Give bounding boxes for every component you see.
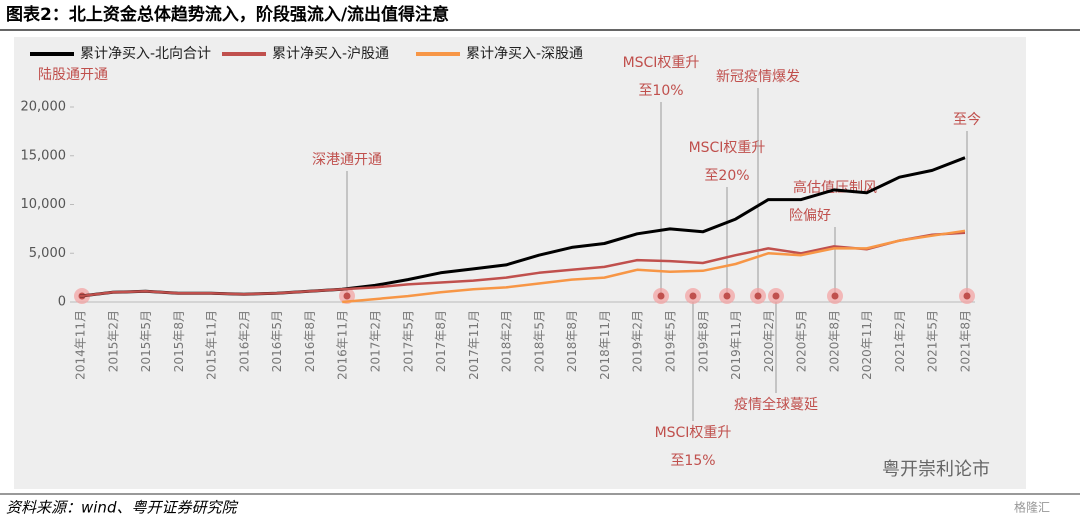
event-dot (831, 292, 839, 300)
series-line (79, 231, 966, 298)
annotation: MSCI权重升 (623, 55, 700, 71)
x-tick-label: 2021年8月 (959, 310, 973, 372)
x-tick-label: 2017年11月 (467, 310, 481, 380)
annotation: 至15% (670, 453, 715, 469)
y-tick-label: 10,000 (21, 197, 67, 212)
event-dot (723, 292, 731, 300)
event-dot (689, 292, 697, 300)
annotation: 疫情全球蔓延 (734, 396, 818, 413)
x-tick-label: 2015年11月 (205, 310, 219, 380)
annotation: 陆股通开通 (38, 67, 108, 83)
chart-title: 图表2：北上资金总体趋势流入，阶段强流入/流出值得注意 (6, 4, 449, 25)
annotation: 新冠疫情爆发 (716, 69, 800, 85)
plot-background (14, 37, 1026, 489)
x-tick-label: 2017年5月 (401, 310, 415, 372)
x-tick-label: 2019年5月 (664, 310, 678, 372)
annotation: MSCI权重升 (689, 140, 766, 156)
event-dot (772, 292, 780, 300)
event-dot (754, 292, 762, 300)
x-tick-label: 2015年8月 (172, 310, 186, 372)
event-dot (343, 292, 351, 300)
watermark: 粤开崇利论市 (882, 459, 990, 480)
legend-label: 累计净买入-沪股通 (272, 46, 389, 62)
x-tick-label: 2016年5月 (270, 310, 284, 372)
annotation: 至10% (638, 83, 683, 99)
x-tick-label: 2017年2月 (369, 310, 383, 372)
event-dot (963, 292, 971, 300)
x-tick-label: 2016年11月 (336, 310, 350, 380)
y-tick-label: 5,000 (29, 246, 66, 261)
x-tick-label: 2021年5月 (926, 310, 940, 372)
annotation: MSCI权重升 (655, 425, 732, 441)
x-tick-label: 2017年8月 (434, 310, 448, 372)
legend-label: 累计净买入-北向合计 (80, 46, 211, 62)
y-tick-label: 15,000 (21, 148, 67, 163)
annotation: 险偏好 (789, 208, 831, 224)
x-tick-label: 2020年2月 (762, 310, 776, 372)
x-tick-label: 2019年8月 (696, 310, 710, 372)
x-tick-label: 2018年5月 (532, 310, 546, 372)
x-tick-label: 2020年5月 (795, 310, 809, 372)
annotation: 深港通开通 (312, 152, 382, 168)
x-tick-label: 2019年11月 (729, 310, 743, 380)
x-tick-label: 2020年11月 (860, 310, 874, 380)
x-tick-label: 2016年2月 (237, 310, 251, 372)
x-tick-label: 2021年2月 (893, 310, 907, 372)
annotation: 至20% (704, 168, 749, 184)
x-tick-label: 2016年8月 (303, 310, 317, 372)
event-dot (657, 292, 665, 300)
y-tick-label: 20,000 (21, 100, 67, 115)
x-tick-label: 2018年2月 (500, 310, 514, 372)
x-tick-label: 2020年8月 (827, 310, 841, 372)
x-tick-label: 2019年2月 (631, 310, 645, 372)
x-tick-label: 2018年8月 (565, 310, 579, 372)
corner-logo: 格隆汇 (1014, 500, 1050, 515)
x-tick-label: 2015年5月 (139, 310, 153, 372)
series-line (342, 229, 966, 304)
annotation: 至今 (953, 112, 981, 128)
y-tick-label: 0 (58, 295, 66, 310)
legend-label: 累计净买入-深股通 (466, 46, 583, 62)
x-tick-label: 2014年11月 (74, 310, 88, 380)
x-tick-label: 2015年2月 (106, 310, 120, 372)
source: 资料来源：wind、粤开证券研究院 (6, 499, 238, 517)
x-tick-label: 2018年11月 (598, 310, 612, 380)
